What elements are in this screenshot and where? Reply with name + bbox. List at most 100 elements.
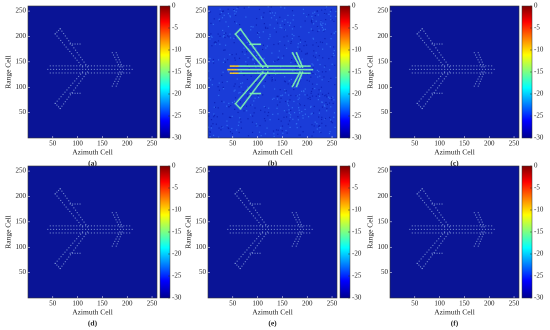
noise — [226, 120, 228, 122]
scatterer — [260, 224, 262, 226]
noise — [324, 28, 326, 30]
scatterer — [249, 68, 252, 71]
noise — [297, 98, 299, 101]
scatterer — [476, 72, 478, 74]
noise — [233, 10, 236, 12]
scatterer — [279, 232, 281, 234]
scatterer — [258, 83, 260, 85]
noise — [317, 99, 319, 101]
scatterer — [70, 68, 72, 70]
scatterer — [278, 65, 280, 67]
colorbar-tick-label: -10 — [172, 206, 182, 214]
scatterer — [306, 232, 308, 234]
scatterer — [431, 252, 433, 254]
scatterer — [429, 228, 431, 230]
noise — [315, 73, 317, 75]
scatterer — [115, 238, 117, 240]
noise — [219, 35, 221, 37]
scatterer — [249, 254, 251, 256]
noise — [286, 116, 288, 118]
noise — [270, 17, 273, 19]
noise — [323, 76, 325, 78]
scatterer — [73, 228, 75, 230]
scatterer — [241, 30, 243, 33]
scatterer — [111, 245, 113, 247]
scatterer — [260, 64, 262, 66]
scatterer — [425, 44, 427, 46]
scatterer — [266, 71, 269, 73]
scatterer — [298, 219, 300, 221]
scatterer — [441, 228, 443, 230]
noise — [293, 112, 296, 114]
noise — [301, 90, 303, 92]
noise — [219, 43, 221, 45]
scatterer — [436, 240, 438, 242]
axes-frame — [27, 165, 158, 299]
scatterer — [70, 72, 72, 74]
scatterer — [294, 216, 296, 218]
scatterer — [300, 232, 302, 234]
scatterer — [418, 264, 420, 266]
scatterer — [420, 232, 422, 234]
colorbar-tick-label: -30 — [352, 294, 362, 302]
noise — [314, 56, 316, 58]
scatterer — [418, 104, 420, 106]
scatterer — [252, 252, 254, 254]
scatterer — [479, 233, 482, 235]
scatterer — [438, 245, 440, 247]
noise — [302, 117, 304, 119]
scatterer — [434, 55, 436, 57]
noise — [330, 121, 333, 123]
scatterer — [244, 225, 246, 227]
scatterer — [57, 29, 60, 32]
noise — [311, 63, 313, 65]
scatterer — [83, 235, 85, 238]
scatterer — [295, 52, 298, 54]
scatterer — [238, 228, 240, 230]
noise — [267, 115, 269, 117]
scatterer — [478, 221, 480, 223]
scatterer — [253, 56, 256, 58]
scatterer — [105, 65, 107, 67]
scatterer — [484, 68, 486, 70]
scatterer — [50, 68, 52, 70]
scatterer — [235, 101, 238, 104]
scatterer — [118, 78, 120, 80]
scatterer — [81, 231, 84, 233]
noise — [318, 70, 320, 73]
noise — [279, 16, 281, 18]
scatterer — [117, 56, 119, 58]
noise — [298, 109, 300, 111]
scatterer — [55, 232, 57, 234]
noise — [289, 116, 291, 118]
x-tick-label: 250 — [147, 140, 158, 148]
scatterer — [307, 72, 310, 75]
scatterer — [119, 228, 122, 230]
x-tick-label: 100 — [72, 140, 83, 148]
scatterer — [121, 231, 123, 233]
scatterer — [239, 107, 242, 110]
scatterer — [245, 206, 247, 208]
axes-frame — [207, 165, 338, 299]
scatterer — [482, 223, 484, 226]
noise — [222, 10, 225, 12]
noise — [290, 40, 292, 43]
noise — [331, 122, 334, 124]
scatterer — [64, 225, 66, 227]
scatterer — [420, 98, 422, 100]
scatterer — [482, 233, 484, 235]
scatterer — [473, 68, 475, 70]
y-tick-label: 200 — [196, 192, 207, 200]
scatterer — [99, 225, 101, 227]
scatterer — [300, 65, 302, 67]
noise — [263, 23, 265, 25]
scatterer — [259, 72, 261, 75]
scatterer — [56, 31, 58, 33]
scatterer — [52, 65, 54, 67]
scatterer — [491, 225, 493, 227]
scatterer — [252, 46, 255, 48]
noise — [229, 131, 232, 133]
scatterer — [262, 77, 265, 79]
scatterer — [66, 258, 68, 260]
noise — [269, 10, 271, 12]
